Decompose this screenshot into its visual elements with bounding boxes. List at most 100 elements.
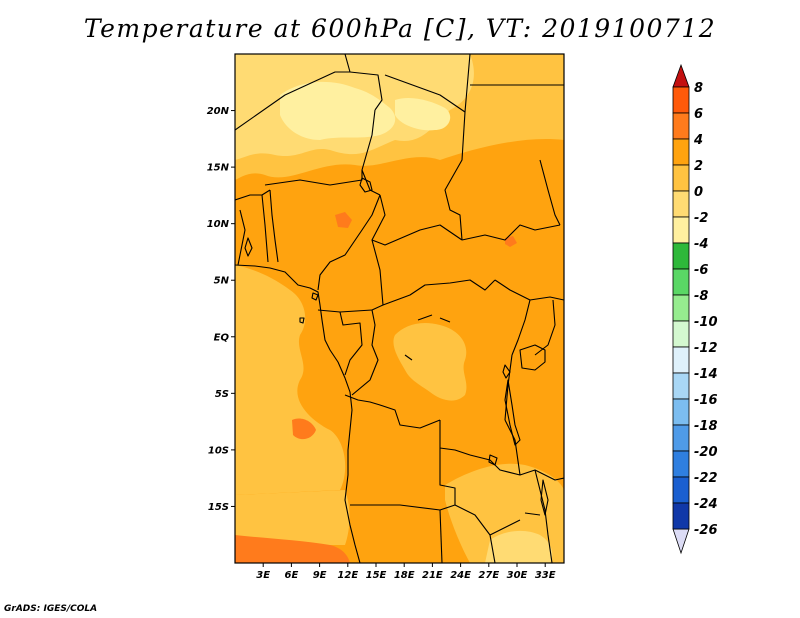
border-drc-angola-north — [344, 394, 441, 429]
grads-credit: GrADS: IGES/COLA — [4, 604, 98, 614]
border-congo-drc — [351, 309, 379, 396]
border-car-south — [382, 279, 496, 306]
border-benin-togo — [261, 194, 269, 263]
colorbar-label: -22 — [694, 471, 718, 486]
border-mali-niger — [235, 71, 350, 131]
colorbar-label: 8 — [694, 81, 703, 96]
band-4-6-southwest — [235, 535, 350, 563]
colorbar-label: -6 — [694, 263, 708, 278]
lat-tick-label: 15N — [207, 163, 230, 174]
band-0-2-southwest — [235, 490, 350, 545]
lake-kivu — [502, 364, 511, 379]
colorbar-swatch — [672, 372, 690, 400]
lake-tanganyika — [504, 379, 521, 446]
colorbar-swatch — [672, 320, 690, 348]
colorbar-swatch — [672, 190, 690, 218]
border-drc-uganda — [511, 299, 531, 356]
colorbar-swatch — [672, 112, 690, 140]
lake-volta — [244, 237, 253, 257]
map-frame — [234, 53, 565, 564]
river-congo-marks — [404, 314, 451, 361]
lon-tick-label: 3E — [256, 570, 270, 581]
longitude-axis: 3E 6E 9E 12E 15E 18E 21E 24E 27E 30E 33E — [256, 563, 556, 581]
band-0-2-west — [235, 265, 346, 495]
lon-tick-label: 33E — [535, 570, 556, 581]
border-sudan-southsudan — [461, 224, 561, 241]
colorbar-swatch — [672, 268, 690, 296]
colorbar-label: 2 — [694, 159, 703, 174]
lat-tick-label: 10S — [208, 445, 229, 456]
colorbar-label: -8 — [694, 289, 708, 304]
border-drc-angola-east — [439, 420, 471, 456]
colorbar-label: -24 — [694, 497, 718, 512]
band-m4-m2-northeast — [395, 97, 451, 131]
colorbar-label: 6 — [694, 107, 703, 122]
lake-malawi — [540, 479, 549, 516]
border-algeria-libya — [344, 54, 383, 111]
colorbar-label: -14 — [694, 367, 718, 382]
colorbar-label: -10 — [694, 315, 718, 330]
lat-tick-label: 5N — [214, 276, 230, 287]
lon-tick-label: 18E — [394, 570, 415, 581]
lat-tick-label: 20N — [207, 106, 230, 117]
band-0-2-central — [393, 323, 467, 401]
country-borders — [235, 54, 564, 563]
band-4-6-sudan — [505, 236, 517, 247]
lake-bangweulu — [524, 512, 541, 516]
colorbar-swatch — [672, 346, 690, 374]
colorbar-label: -18 — [694, 419, 718, 434]
border-namibia-botswana — [439, 509, 443, 563]
border-angola-zambia — [439, 448, 456, 505]
lon-tick-label: 6E — [285, 570, 299, 581]
border-cameroon-car — [371, 239, 384, 311]
border-malawi — [534, 469, 553, 563]
colorbar-swatch — [672, 502, 690, 530]
lon-tick-label: 15E — [366, 570, 387, 581]
band-4-6-west-patch — [292, 418, 316, 440]
border-niger-south — [264, 170, 363, 186]
temperature-map — [235, 54, 564, 563]
colorbar-label: -2 — [694, 211, 708, 226]
border-gabon-congo — [339, 311, 363, 376]
chart-title: Temperature at 600hPa [C], VT: 201910071… — [83, 14, 717, 43]
colorbar-label: -20 — [694, 445, 718, 460]
colorbar-swatch — [672, 476, 690, 504]
border-ghana — [237, 209, 246, 266]
colorbar: 8 6 4 2 0 -2 -4 -6 -8 -10 -12 -14 -16 -18 -20 -22 -24 -26 — [672, 63, 718, 555]
lat-tick-label: 10N — [207, 219, 230, 230]
border-libya-chad — [384, 54, 471, 113]
lat-tick-label: 15S — [208, 502, 229, 513]
lon-tick-label: 30E — [507, 570, 528, 581]
lon-tick-label: 12E — [337, 570, 358, 581]
border-drc-tanzania — [504, 354, 513, 421]
band-4-6-nigeria — [335, 212, 352, 228]
colorbar-swatch — [672, 164, 690, 192]
colorbar-swatch — [672, 138, 690, 166]
lat-tick-label: EQ — [214, 332, 230, 343]
latitude-axis: 20N 15N 10N 5N EQ 5S 10S 15S — [207, 106, 235, 513]
colorbar-label: -26 — [694, 523, 718, 538]
border-nigeria-benin — [269, 189, 279, 263]
lake-mweru — [488, 454, 498, 466]
border-uganda-kenya — [534, 299, 556, 356]
colorbar-label: -4 — [694, 237, 708, 252]
border-burkina — [235, 189, 271, 201]
lake-victoria — [519, 344, 546, 371]
colorbar-label: 4 — [693, 133, 703, 148]
colorbar-swatch — [672, 86, 690, 114]
lon-tick-label: 21E — [422, 570, 443, 581]
colorbar-swatch — [672, 216, 690, 244]
band-m4-m2-north — [280, 81, 396, 140]
coastline-west-africa — [235, 264, 361, 563]
border-zimbabwe — [489, 534, 496, 563]
colorbar-label: -16 — [694, 393, 718, 408]
colorbar-label: -12 — [694, 341, 718, 356]
border-angola-namibia — [350, 504, 456, 511]
island-bioko — [311, 292, 319, 301]
border-chad-car — [371, 194, 463, 246]
colorbar-swatch — [672, 294, 690, 322]
colorbar-bottom-triangle — [672, 528, 690, 555]
band-m2-0-southeast — [485, 530, 553, 563]
border-nigeria-cameroon — [317, 194, 381, 291]
